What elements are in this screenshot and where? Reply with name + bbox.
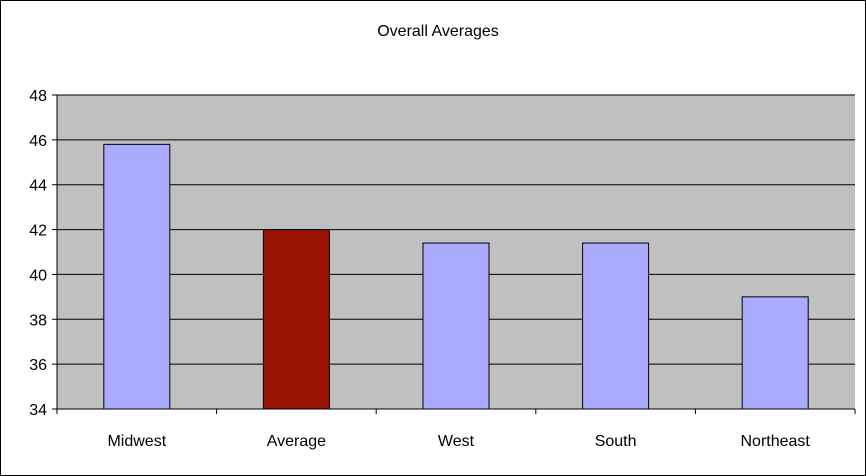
x-tick-label: Midwest	[107, 433, 166, 450]
y-tick-label: 48	[29, 88, 47, 105]
y-tick-label: 40	[29, 267, 47, 284]
bar-midwest	[103, 143, 171, 410]
y-tick-label: 42	[29, 223, 47, 240]
y-tick-label: 38	[29, 312, 47, 329]
y-tick-label: 44	[29, 178, 47, 195]
bar-west	[422, 242, 490, 410]
bar-northeast	[741, 296, 809, 410]
y-tick-label: 36	[29, 357, 47, 374]
bar-average	[262, 229, 330, 410]
x-tick-label: Northeast	[741, 433, 811, 450]
x-tick-label: Average	[267, 433, 326, 450]
y-tick-label: 46	[29, 133, 47, 150]
y-axis-ticks: 34 36 38 40 42 44 46 48	[29, 88, 57, 419]
chart-title: Overall Averages	[377, 23, 499, 40]
bar-south	[582, 242, 650, 410]
x-tick-label: South	[595, 433, 637, 450]
y-tick-label: 34	[29, 402, 47, 419]
x-axis-ticks: Midwest Average West South Northeast	[56, 409, 856, 450]
x-tick-label: West	[438, 433, 475, 450]
axes	[56, 95, 855, 410]
